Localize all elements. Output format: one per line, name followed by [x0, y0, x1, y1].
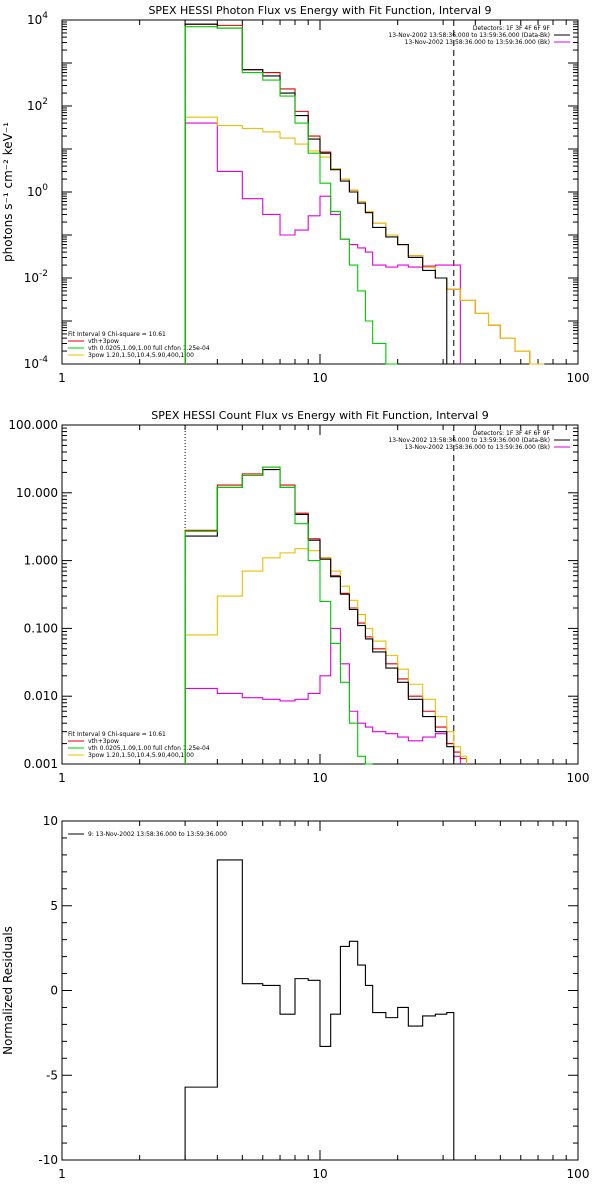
photon-flux-title: SPEX HESSI Photon Flux vs Energy with Fi…	[148, 4, 491, 17]
residuals-panel: Normalized Residuals 9: 13-Nov-2002 13:5…	[1, 814, 589, 1181]
y-tick-label: 10-2	[24, 269, 48, 285]
x-tick-label: 1	[58, 771, 66, 785]
residuals-legend-interval: 9: 13-Nov-2002 13:58:36.000 to 13:59:36.…	[88, 831, 227, 838]
count-flux-panel: SPEX HESSI Count Flux vs Energy with Fit…	[8, 409, 589, 785]
y-tick-label: 104	[27, 11, 48, 27]
series-vth-3pow-line	[184, 23, 545, 365]
count-legend-vth-3pow: vth+3pow	[88, 738, 119, 745]
y-tick-label: 10	[43, 814, 58, 828]
series-3pow-line	[184, 116, 545, 365]
count-header-detectors: Detectors: 1F 3F 4F 6F 9F	[473, 430, 551, 437]
y-tick-label: -10	[38, 1153, 58, 1167]
x-tick-label: 100	[567, 1167, 590, 1181]
series-data-line	[184, 23, 448, 364]
y-tick-label: 10-4	[24, 355, 49, 371]
x-tick-label: 10	[312, 771, 327, 785]
x-tick-label: 10	[312, 1167, 327, 1181]
residuals-ylabel: Normalized Residuals	[1, 926, 15, 1055]
series-background-line	[184, 627, 461, 764]
y-tick-label: 100.000	[8, 418, 58, 432]
x-tick-label: 1	[58, 1167, 66, 1181]
y-tick-label: 1.000	[24, 554, 58, 568]
count-header-data-bk: 13-Nov-2002 13:58:36.000 to 13:59:36.000…	[388, 437, 550, 444]
x-tick-label: 1	[58, 371, 66, 385]
x-tick-label: 10	[312, 371, 327, 385]
count-legend-fit-interval: Fit Interval 9 Chi-square = 10.61	[68, 731, 166, 738]
series-background-line	[184, 122, 461, 364]
photon-legend-3pow: 3pow 1.20,1.50,10.4,5.90,400,1.00	[88, 352, 194, 359]
photon-header-data-bk: 13-Nov-2002 13:58:36.000 to 13:59:36.000…	[388, 32, 550, 39]
x-tick-label: 100	[567, 371, 590, 385]
photon-legend-fit-interval: Fit Interval 9 Chi-square = 10.61	[68, 331, 166, 338]
plot-frame	[61, 19, 579, 365]
y-tick-label: 0.001	[24, 757, 58, 771]
photon-legend-vth-3pow: vth+3pow	[88, 338, 119, 345]
y-tick-label: 0.100	[24, 621, 58, 635]
y-tick-label: 0.010	[24, 689, 58, 703]
photon-flux-panel: SPEX HESSI Photon Flux vs Energy with Fi…	[1, 4, 589, 385]
photon-header-detectors: Detectors: 1F 3F 4F 6F 9F	[473, 25, 551, 32]
series-series-line	[184, 859, 455, 1160]
count-legend-3pow: 3pow 1.20,1.50,10.4,5.90,400,1.00	[88, 752, 194, 759]
y-tick-label: 100	[27, 183, 48, 199]
y-tick-label: -5	[46, 1068, 58, 1082]
count-header-bk: 13-Nov-2002 13:58:36.000 to 13:59:36.000…	[405, 444, 550, 451]
photon-header-bk: 13-Nov-2002 13:58:36.000 to 13:59:36.000…	[405, 39, 550, 46]
count-legend-vth: vth 0.0205,1.09,1.00 full chfon 1.25e-04	[88, 745, 210, 752]
y-tick-label: 10.000	[16, 486, 58, 500]
x-tick-label: 100	[567, 771, 590, 785]
y-tick-label: 102	[27, 97, 48, 113]
y-tick-label: 5	[50, 899, 58, 913]
series-data-line	[184, 469, 455, 764]
photon-legend-vth: vth 0.0205,1.09,1.00 full chfon 1.25e-04	[88, 345, 210, 352]
series-3pow-line	[184, 548, 468, 764]
series-vth-line	[184, 466, 373, 765]
series-vth-line	[184, 26, 398, 365]
photon-flux-ylabel: photons s⁻¹ cm⁻² keV⁻¹	[1, 122, 15, 262]
count-flux-title: SPEX HESSI Count Flux vs Energy with Fit…	[151, 409, 488, 422]
y-tick-label: 0	[50, 984, 58, 998]
series-vth-3pow-line	[184, 466, 468, 764]
